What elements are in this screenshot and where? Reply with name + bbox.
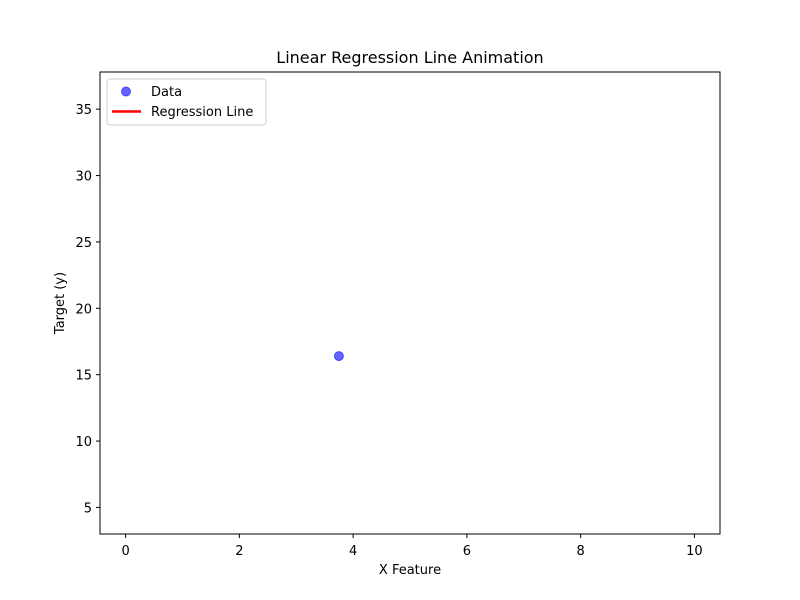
y-tick-label: 10 (75, 435, 92, 450)
x-tick-label: 2 (235, 544, 243, 559)
x-axis-ticks: 0 2 4 6 8 10 (121, 534, 703, 559)
legend-label-data: Data (151, 85, 182, 100)
y-axis-label: Target (y) (53, 272, 68, 335)
x-tick-label: 4 (349, 544, 357, 559)
x-tick-label: 10 (686, 544, 703, 559)
legend-box (106, 78, 267, 126)
chart-title: Linear Regression Line Animation (276, 48, 543, 67)
y-tick-label: 30 (75, 170, 92, 185)
x-tick-label: 6 (463, 544, 471, 559)
legend-label-regression-line: Regression Line (151, 105, 253, 120)
y-tick-label: 5 (84, 501, 92, 516)
legend: Data Regression Line (106, 78, 267, 126)
x-axis-label: X Feature (379, 563, 441, 578)
y-tick-label: 25 (75, 236, 92, 251)
x-tick-label: 0 (121, 544, 129, 559)
plot-area (99, 71, 721, 535)
x-tick-label: 8 (577, 544, 585, 559)
series-layer (333, 351, 344, 362)
y-axis-ticks: 5 10 15 20 25 30 35 (75, 103, 100, 516)
y-tick-label: 20 (75, 302, 92, 317)
data-point (333, 351, 344, 362)
legend-marker-data (121, 86, 131, 97)
y-tick-label: 15 (75, 369, 92, 384)
y-tick-label: 35 (75, 103, 92, 118)
